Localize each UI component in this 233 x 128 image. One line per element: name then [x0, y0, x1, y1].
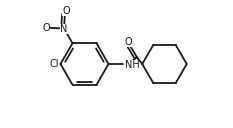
Text: N: N [60, 24, 68, 34]
Text: Cl: Cl [49, 59, 59, 69]
Text: O: O [125, 38, 132, 47]
Text: O: O [42, 23, 50, 33]
Text: O: O [62, 6, 70, 16]
Text: NH: NH [124, 60, 139, 70]
